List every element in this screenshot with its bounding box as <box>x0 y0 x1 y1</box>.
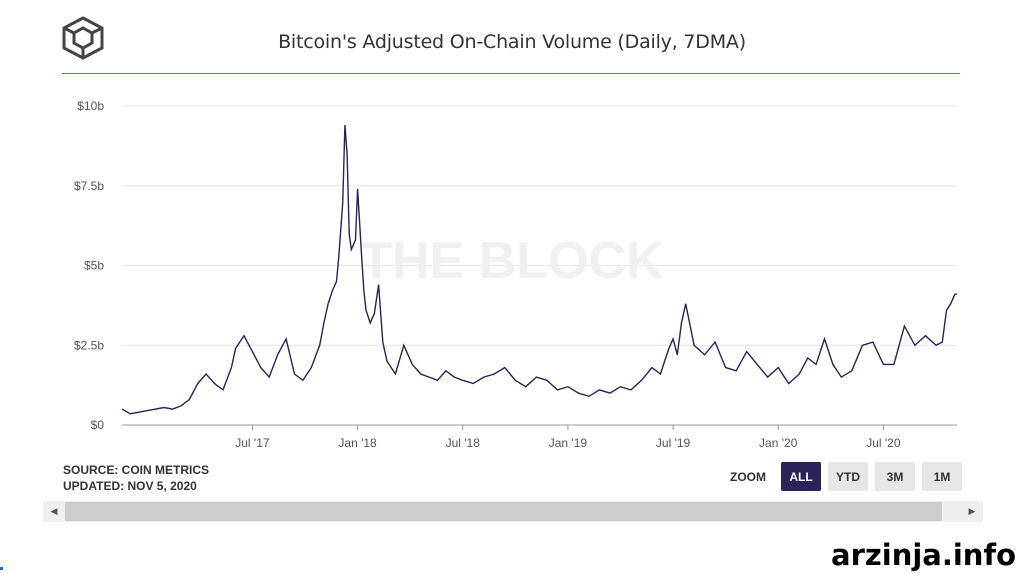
updated-text: UPDATED: NOV 5, 2020 <box>63 479 197 493</box>
y-tick-label: $5b <box>84 259 104 273</box>
grid-lines <box>122 105 957 426</box>
scroll-right-icon[interactable]: ▶ <box>968 506 976 516</box>
site-watermark: arzinja.info <box>831 538 1016 572</box>
scroll-left-icon[interactable]: ◀ <box>50 506 58 516</box>
x-axis: Jul '17 Jan '18 Jul '18 Jan '19 Jul '19 Jan '… <box>235 425 901 450</box>
the-block-logo-icon <box>62 16 104 60</box>
y-tick-label: $7.5b <box>74 179 104 193</box>
x-tick-label: Jul '19 <box>656 436 691 450</box>
x-tick-label: Jan '19 <box>549 436 588 450</box>
zoom-ytd-button[interactable]: YTD <box>828 462 868 491</box>
source-note: SOURCE: COIN METRICS UPDATED: NOV 5, 202… <box>63 462 209 494</box>
corner-dot <box>0 567 3 570</box>
y-tick-label: $0 <box>91 418 105 432</box>
volume-series-line <box>121 125 957 415</box>
x-tick-label: Jan '18 <box>338 436 377 450</box>
chart-canvas: THE BLOCK $0 $2.5b $5b $7.5b $10b Jul '17 Jan… <box>74 99 957 450</box>
y-tick-label: $2.5b <box>74 338 104 352</box>
zoom-label: ZOOM <box>730 469 766 484</box>
x-tick-label: Jul '17 <box>235 436 270 450</box>
y-tick-label: $10b <box>77 99 104 113</box>
chart-title: Bitcoin's Adjusted On-Chain Volume (Dail… <box>278 31 746 53</box>
scrollbar-thumb[interactable] <box>65 502 942 521</box>
zoom-controls: ZOOM ALL YTD 3M 1M <box>730 462 962 491</box>
x-tick-label: Jul '20 <box>866 436 901 450</box>
navigator-scrollbar[interactable]: ◀ ▶ <box>43 501 983 522</box>
y-axis: $0 $2.5b $5b $7.5b $10b <box>74 99 104 432</box>
zoom-3m-button[interactable]: 3M <box>875 462 915 491</box>
title-divider <box>62 73 960 74</box>
chart-background-watermark: THE BLOCK <box>360 232 664 290</box>
zoom-1m-button[interactable]: 1M <box>922 462 962 491</box>
source-text: SOURCE: COIN METRICS <box>63 463 210 477</box>
x-tick-label: Jul '18 <box>446 436 481 450</box>
zoom-all-button[interactable]: ALL <box>781 462 821 491</box>
x-tick-label: Jan '20 <box>759 436 798 450</box>
